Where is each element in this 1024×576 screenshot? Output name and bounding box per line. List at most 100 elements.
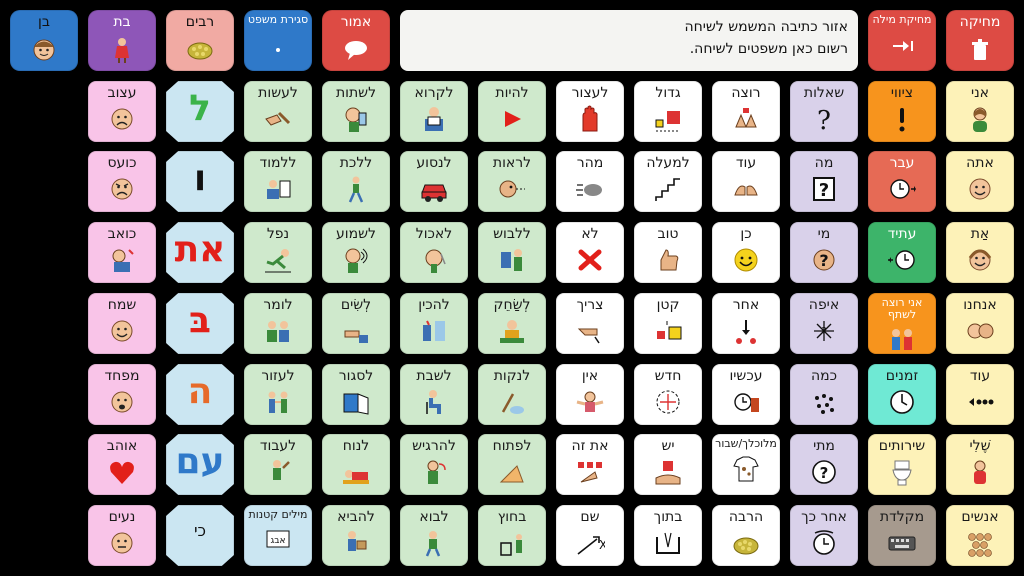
feeling-tile-2[interactable]: כואב [88,222,156,283]
word-tile-c0-6[interactable]: אנשים [946,505,1014,566]
word-tile-c8-3[interactable]: לְשִׂים [322,293,390,354]
delete-word-button[interactable]: מחיקת מילה [868,10,936,71]
word-tile-c9-5[interactable]: לעבוד [244,434,312,495]
word-tile-c9-6[interactable]: מילים קטנות אבג [244,505,312,566]
word-tile-c2-0[interactable]: שאלות? [790,81,858,142]
letter-tile-1[interactable]: ו [166,151,234,212]
open-icon [497,458,527,486]
word-tile-c7-0[interactable]: לקרוא [400,81,468,142]
outside-icon [497,529,527,557]
word-tile-c4-3[interactable]: קטן [634,293,702,354]
word-tile-c5-1[interactable]: מהר [556,151,624,212]
letter-tile-0[interactable]: ל [166,81,234,142]
boy-button[interactable]: בן [10,10,78,71]
message-text-area[interactable]: אזור כתיבה המשמש לשיחה רשום כאן משפטים ל… [400,10,858,71]
word-tile-c8-5[interactable]: לנוח [322,434,390,495]
word-tile-c7-3[interactable]: להכין [400,293,468,354]
word-tile-c8-1[interactable]: ללכת [322,151,390,212]
letter-tile-6[interactable]: כי [166,505,234,566]
word-tile-c5-0[interactable]: לעצור [556,81,624,142]
word-tile-c9-0[interactable]: לעשות [244,81,312,142]
plural-button[interactable]: רבים [166,10,234,71]
drive-car-icon [419,175,449,203]
word-tile-c8-6[interactable]: להביא [322,505,390,566]
word-tile-c3-4[interactable]: עכשיו [712,364,780,425]
word-tile-c5-4[interactable]: אין [556,364,624,425]
clear-all-button[interactable]: מחיקה [946,10,1014,71]
word-tile-c2-5[interactable]: מתי? [790,434,858,495]
word-tile-c6-6[interactable]: בחוץ [478,505,546,566]
word-tile-c8-4[interactable]: לסגור [322,364,390,425]
word-tile-c9-1[interactable]: ללמוד [244,151,312,212]
feeling-tile-4-label: מפחד [104,368,140,384]
word-tile-c7-4[interactable]: לשבת [400,364,468,425]
feeling-tile-5[interactable]: אוהב [88,434,156,495]
word-tile-c5-6[interactable]: שם X [556,505,624,566]
feeling-tile-1[interactable]: כועס [88,151,156,212]
word-tile-c0-1[interactable]: אתה [946,151,1014,212]
word-tile-c0-0[interactable]: אני [946,81,1014,142]
close-sentence-button[interactable]: סגירת משפט [244,10,312,71]
word-tile-c7-2[interactable]: לאכול [400,222,468,283]
feeling-tile-0[interactable]: עצוב [88,81,156,142]
word-tile-c2-4[interactable]: כמה [790,364,858,425]
girl-button[interactable]: בת [88,10,156,71]
letter-tile-3[interactable]: בּ [166,293,234,354]
word-tile-c2-1[interactable]: מה? [790,151,858,212]
word-tile-c1-2[interactable]: עתיד [868,222,936,283]
word-tile-c1-0[interactable]: ציווי [868,81,936,142]
word-tile-c6-1[interactable]: לראות [478,151,546,212]
word-tile-c2-6[interactable]: אחר כך [790,505,858,566]
feeling-tile-4[interactable]: מפחד [88,364,156,425]
word-tile-c6-0[interactable]: להיות [478,81,546,142]
word-tile-c6-3[interactable]: לְשַׂחֵק [478,293,546,354]
word-tile-c5-2[interactable]: לא [556,222,624,283]
word-tile-c7-5[interactable]: להרגיש [400,434,468,495]
word-tile-c6-2[interactable]: ללבוש [478,222,546,283]
word-tile-c1-2-label: עתיד [887,226,917,242]
word-tile-c3-0[interactable]: רוצה [712,81,780,142]
letter-tile-4[interactable]: ה [166,364,234,425]
word-tile-c2-3[interactable]: איפה? [790,293,858,354]
word-tile-c4-0[interactable]: גדול [634,81,702,142]
feeling-tile-3[interactable]: שמח [88,293,156,354]
word-tile-c5-5[interactable]: את זה [556,434,624,495]
word-tile-c0-3[interactable]: אנחנו [946,293,1014,354]
word-tile-c7-6[interactable]: לבוא [400,505,468,566]
word-tile-c6-4[interactable]: לנקות [478,364,546,425]
word-tile-c4-2[interactable]: טוב [634,222,702,283]
word-tile-c4-1[interactable]: למעלה [634,151,702,212]
word-tile-c0-0-label: אני [970,85,990,101]
word-tile-c9-3[interactable]: לומר [244,293,312,354]
no-cross-icon [575,246,605,274]
letter-tile-5[interactable]: עם [166,434,234,495]
word-tile-c3-5[interactable]: מלוכלך/שבור [712,434,780,495]
say-button[interactable]: אמור [322,10,390,71]
word-tile-c0-5[interactable]: שֶׁלִי [946,434,1014,495]
feeling-tile-6[interactable]: נעים [88,505,156,566]
word-tile-c5-3[interactable]: צריך [556,293,624,354]
word-tile-c3-1[interactable]: עוד [712,151,780,212]
word-tile-c1-6[interactable]: מקלדת [868,505,936,566]
word-tile-c4-5[interactable]: יש [634,434,702,495]
word-tile-c1-1[interactable]: עבר [868,151,936,212]
word-tile-c3-3[interactable]: אחר [712,293,780,354]
word-tile-c0-4[interactable]: עוד [946,364,1014,425]
word-tile-c7-1[interactable]: לנסוע [400,151,468,212]
word-tile-c1-4[interactable]: זמנים [868,364,936,425]
word-tile-c2-2[interactable]: מי? [790,222,858,283]
word-tile-c8-2[interactable]: לשמוע [322,222,390,283]
word-tile-c9-4[interactable]: לעזור [244,364,312,425]
word-tile-c3-2[interactable]: כן [712,222,780,283]
word-tile-c1-3[interactable]: אני רוצה לשתף [868,293,936,354]
word-tile-c8-0[interactable]: לשתות [322,81,390,142]
word-tile-c3-6[interactable]: הרבה [712,505,780,566]
word-tile-c0-2[interactable]: אַת [946,222,1014,283]
learn-icon [263,175,293,203]
word-tile-c9-2[interactable]: נפל [244,222,312,283]
word-tile-c6-5[interactable]: לפתוח [478,434,546,495]
word-tile-c4-4[interactable]: חדש [634,364,702,425]
word-tile-c4-6[interactable]: בתוך [634,505,702,566]
word-tile-c1-5[interactable]: שירותים [868,434,936,495]
letter-tile-2[interactable]: את [166,222,234,283]
